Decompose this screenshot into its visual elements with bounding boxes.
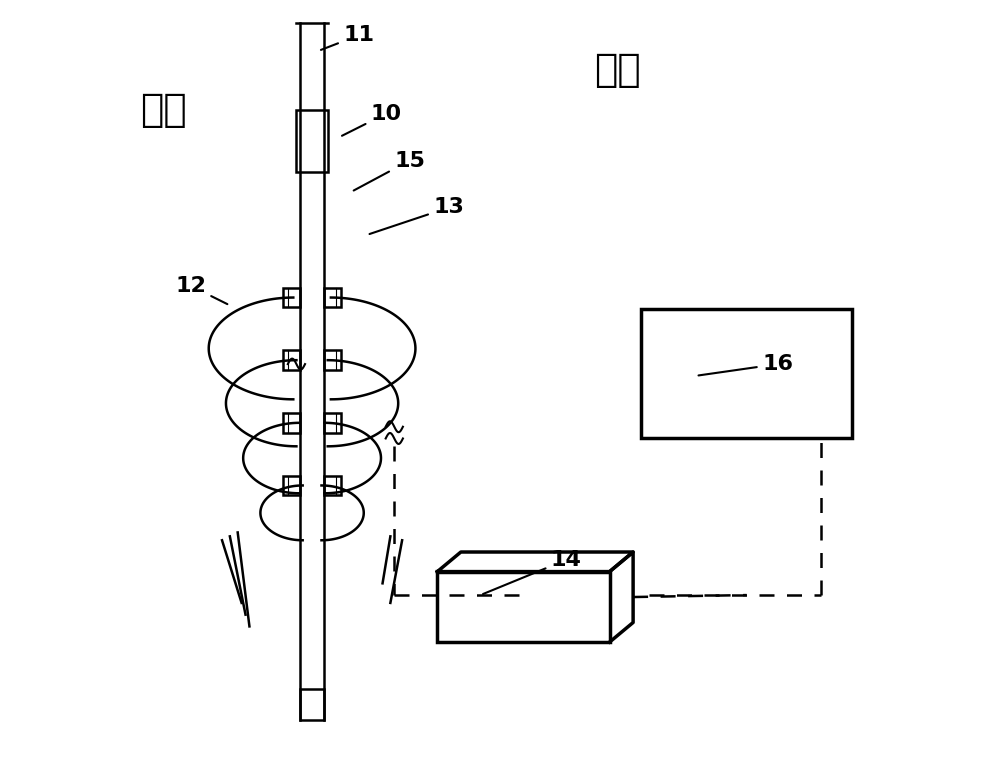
Bar xyxy=(283,287,300,307)
Bar xyxy=(300,689,324,720)
Bar xyxy=(283,350,300,370)
Text: 14: 14 xyxy=(483,550,582,594)
Bar xyxy=(324,350,341,370)
Text: 13: 13 xyxy=(370,197,464,234)
Text: 15: 15 xyxy=(354,150,425,190)
Bar xyxy=(296,110,328,172)
Bar xyxy=(641,309,852,438)
Text: 12: 12 xyxy=(175,276,227,304)
Text: 11: 11 xyxy=(321,25,374,50)
Bar xyxy=(324,413,341,432)
Bar xyxy=(437,572,610,642)
Text: 10: 10 xyxy=(342,103,402,135)
Bar xyxy=(283,413,300,432)
Text: 16: 16 xyxy=(699,354,793,375)
Bar xyxy=(324,287,341,307)
Bar xyxy=(324,475,341,496)
Bar xyxy=(283,475,300,496)
Text: 外部: 外部 xyxy=(594,52,641,89)
Text: 油内: 油内 xyxy=(140,91,187,128)
